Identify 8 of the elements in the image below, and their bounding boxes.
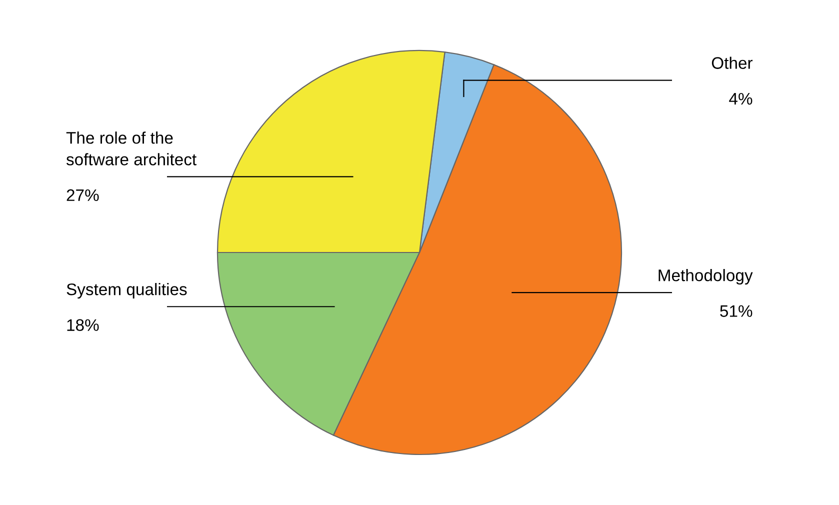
slice-label: The role of the software architect	[66, 132, 196, 166]
data-label: 18%	[67, 319, 99, 331]
slice-label: System qualities	[66, 283, 187, 299]
slice-label: Methodology	[658, 268, 753, 285]
data-label: 4%	[729, 92, 752, 105]
data-label: 51%	[720, 305, 752, 317]
data-label: 27%	[66, 189, 99, 202]
slice-label: Other	[712, 56, 753, 69]
